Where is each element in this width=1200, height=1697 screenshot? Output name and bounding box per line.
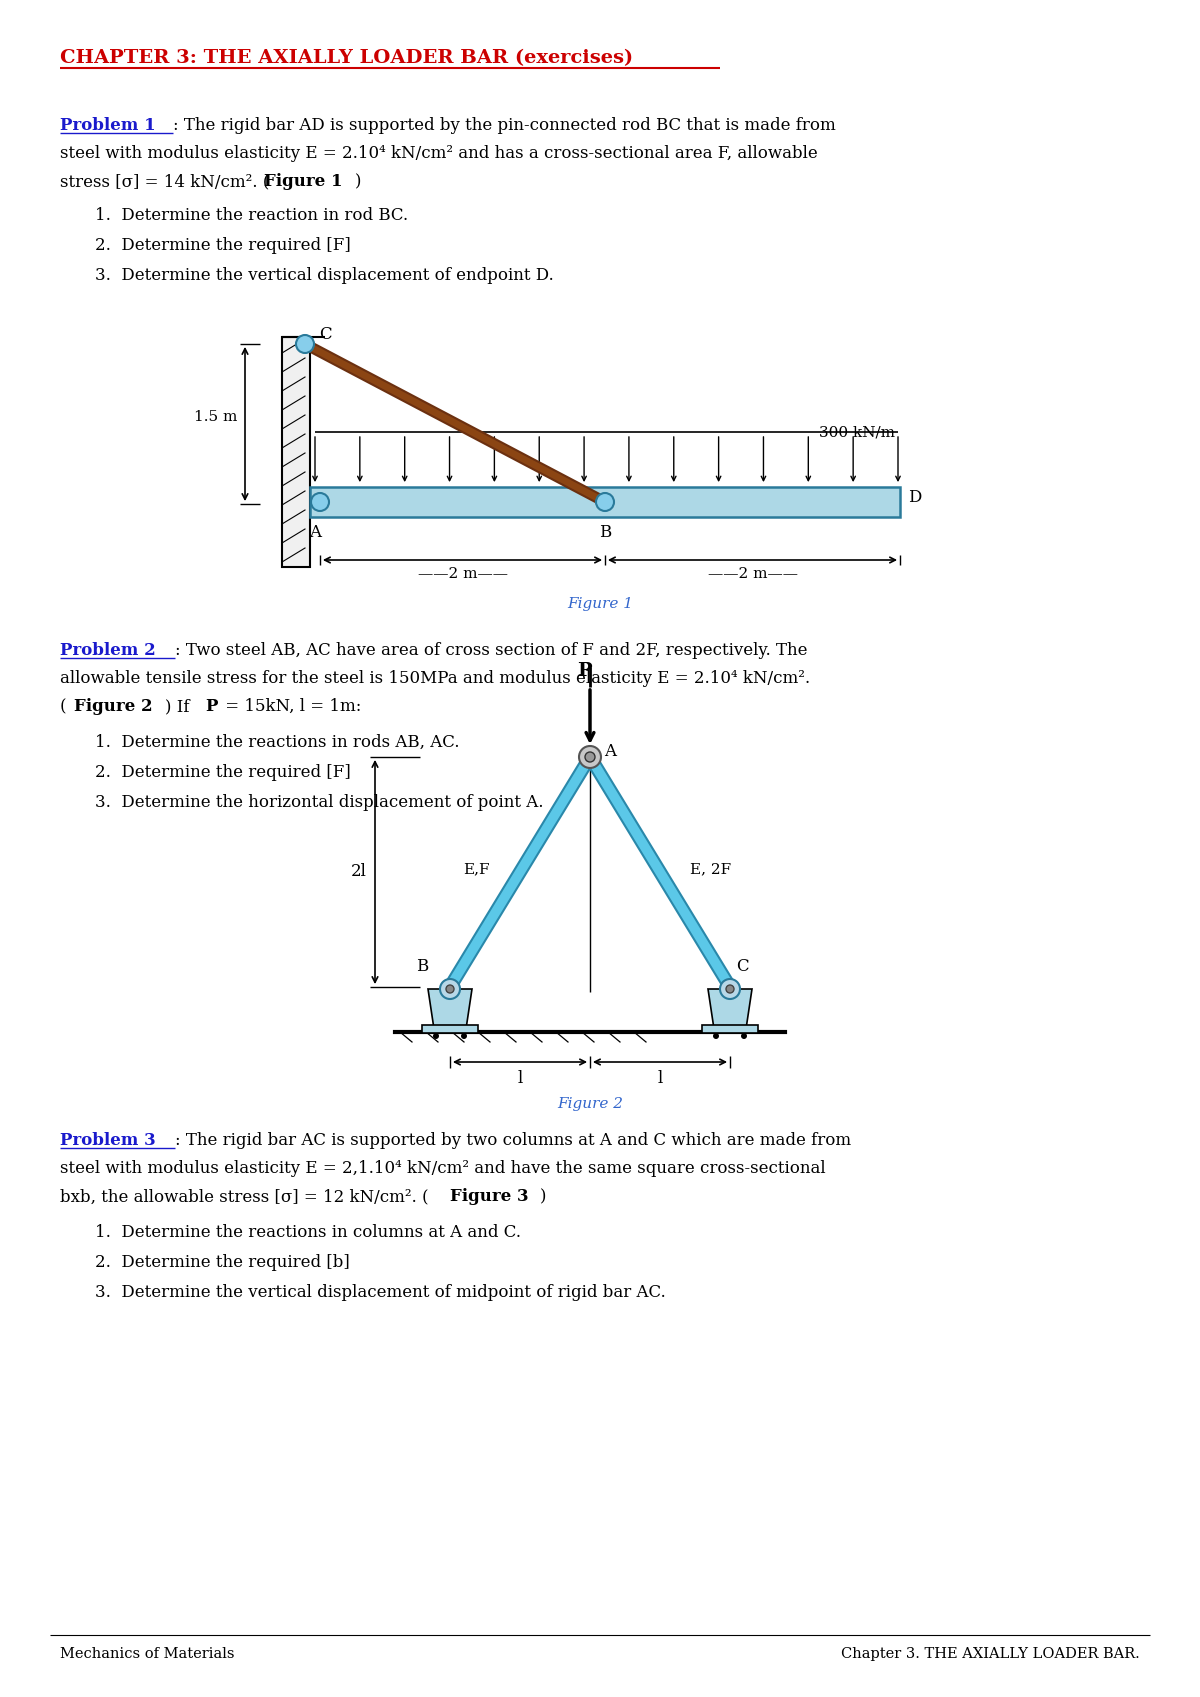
Text: steel with modulus elasticity E = 2,1.10⁴ kN/cm² and have the same square cross‐: steel with modulus elasticity E = 2,1.10… (60, 1161, 826, 1178)
Circle shape (720, 979, 740, 1000)
Text: 300 kN/m: 300 kN/m (818, 424, 895, 440)
Text: 2.  Determine the required [F]: 2. Determine the required [F] (95, 238, 350, 255)
Circle shape (446, 984, 454, 993)
Text: : The rigid bar AC is supported by two columns at A and C which are made from: : The rigid bar AC is supported by two c… (175, 1132, 851, 1149)
Text: C: C (319, 326, 331, 343)
Text: Problem 3: Problem 3 (60, 1132, 156, 1149)
Text: bxb, the allowable stress [σ] = 12 kN/cm². (: bxb, the allowable stress [σ] = 12 kN/cm… (60, 1188, 428, 1205)
Text: P: P (577, 662, 592, 680)
Circle shape (296, 334, 314, 353)
Text: Figure 3: Figure 3 (450, 1188, 529, 1205)
Text: l: l (517, 1071, 523, 1088)
Text: allowable tensile stress for the steel is 150MPa and modulus elasticity E = 2.10: allowable tensile stress for the steel i… (60, 670, 810, 687)
Text: stress [σ] = 14 kN/cm². (: stress [σ] = 14 kN/cm². ( (60, 173, 269, 190)
Text: 1.  Determine the reaction in rod BC.: 1. Determine the reaction in rod BC. (95, 207, 408, 224)
Text: E, 2F: E, 2F (690, 862, 731, 876)
Text: 2.  Determine the required [F]: 2. Determine the required [F] (95, 764, 350, 781)
Bar (702, 1025, 758, 1033)
Text: ): ) (540, 1188, 546, 1205)
Text: : The rigid bar AD is supported by the pin‐connected rod BC that is made from: : The rigid bar AD is supported by the p… (173, 117, 835, 134)
Text: = 15kN, l = 1m:: = 15kN, l = 1m: (220, 697, 361, 714)
Text: 2.  Determine the required [b]: 2. Determine the required [b] (95, 1254, 349, 1271)
Text: A: A (604, 743, 616, 760)
Circle shape (461, 1033, 467, 1039)
Circle shape (586, 752, 595, 762)
Bar (310, 487, 900, 518)
Text: ——2 m——: ——2 m—— (708, 567, 798, 580)
Text: Problem 1: Problem 1 (60, 117, 156, 134)
Text: Problem 2: Problem 2 (60, 641, 156, 658)
Text: Figure 1: Figure 1 (264, 173, 342, 190)
Text: 1.  Determine the reactions in columns at A and C.: 1. Determine the reactions in columns at… (95, 1224, 521, 1241)
Text: P: P (205, 697, 217, 714)
Circle shape (713, 1033, 719, 1039)
Text: 3.  Determine the vertical displacement of endpoint D.: 3. Determine the vertical displacement o… (95, 266, 553, 283)
Text: 3.  Determine the horizontal displacement of point A.: 3. Determine the horizontal displacement… (95, 794, 544, 811)
Text: 2l: 2l (352, 864, 367, 881)
Text: C: C (736, 959, 749, 976)
Circle shape (440, 979, 460, 1000)
Circle shape (311, 494, 329, 511)
Text: ) If: ) If (166, 697, 194, 714)
Polygon shape (428, 989, 472, 1028)
Text: 1.  Determine the reactions in rods AB, AC.: 1. Determine the reactions in rods AB, A… (95, 735, 460, 752)
Text: A: A (310, 524, 322, 541)
Text: : Two steel AB, AC have area of cross section of F and 2F, respectively. The: : Two steel AB, AC have area of cross se… (175, 641, 808, 658)
Polygon shape (708, 989, 752, 1028)
Circle shape (726, 984, 734, 993)
Text: Chapter 3. THE AXIALLY LOADER BAR.: Chapter 3. THE AXIALLY LOADER BAR. (841, 1648, 1140, 1661)
Text: B: B (599, 524, 611, 541)
Circle shape (742, 1033, 746, 1039)
Circle shape (433, 1033, 439, 1039)
Text: (: ( (60, 697, 66, 714)
Text: CHAPTER 3: THE AXIALLY LOADER BAR (exercises): CHAPTER 3: THE AXIALLY LOADER BAR (exerc… (60, 49, 634, 66)
Bar (422, 1025, 478, 1033)
Text: B: B (415, 959, 428, 976)
Text: Figure 2: Figure 2 (557, 1096, 623, 1112)
Text: ): ) (355, 173, 361, 190)
Text: Figure 2: Figure 2 (74, 697, 152, 714)
Text: ——2 m——: ——2 m—— (418, 567, 508, 580)
Text: E,F: E,F (463, 862, 490, 876)
Text: steel with modulus elasticity E = 2.10⁴ kN/cm² and has a cross‐sectional area F,: steel with modulus elasticity E = 2.10⁴ … (60, 144, 817, 161)
Text: D: D (908, 489, 922, 506)
Text: Figure 1: Figure 1 (568, 597, 634, 611)
Text: 1.5 m: 1.5 m (193, 411, 238, 424)
Bar (282, 338, 310, 567)
Text: Mechanics of Materials: Mechanics of Materials (60, 1648, 234, 1661)
Circle shape (580, 747, 601, 769)
Text: l: l (658, 1071, 662, 1088)
Text: 3.  Determine the vertical displacement of midpoint of rigid bar AC.: 3. Determine the vertical displacement o… (95, 1285, 666, 1302)
Circle shape (596, 494, 614, 511)
